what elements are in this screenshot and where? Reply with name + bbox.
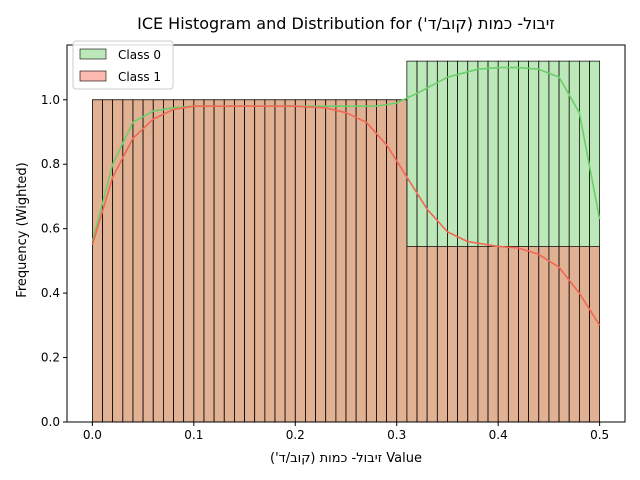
chart-title: ICE Histogram and Distribution for זיבול… (137, 14, 555, 33)
bar-class-1 (335, 99, 347, 423)
y-tick-label: 0.4 (41, 286, 60, 300)
x-axis-label: זיבול- כמות (קוב/ד') Value (270, 451, 422, 466)
x-tick-label: 0.5 (590, 428, 609, 442)
bar-class-1 (568, 246, 580, 423)
bar-class-1 (538, 246, 550, 423)
bar-class-1 (426, 246, 438, 423)
bar-class-1 (355, 99, 367, 423)
bar-class-1 (213, 99, 225, 423)
bar-class-1 (497, 246, 509, 423)
plot-frame (66, 44, 626, 423)
y-tick-label: 0.6 (41, 222, 60, 236)
legend-swatch-class-0 (79, 48, 107, 60)
y-axis-label: Frequency (Wighted) (15, 162, 30, 297)
bar-class-1 (518, 246, 529, 423)
bar-class-1 (203, 99, 215, 423)
bar-class-1 (548, 246, 560, 423)
bar-class-1 (305, 99, 316, 423)
bar-class-1 (447, 246, 458, 423)
bar-class-1 (244, 99, 256, 423)
bar-class-1 (193, 99, 205, 423)
bar-class-1 (234, 99, 245, 423)
legend-label-class-0: Class 0 (118, 48, 161, 62)
y-tick-label: 0.8 (41, 157, 60, 171)
bar-class-1 (507, 246, 519, 423)
legend-label-class-1: Class 1 (118, 70, 161, 84)
x-tick-label: 0.2 (286, 428, 305, 442)
bar-class-1 (467, 246, 479, 423)
bar-class-1 (132, 99, 144, 423)
bar-class-1 (315, 99, 327, 423)
bar-class-1 (406, 246, 418, 423)
bar-class-1 (325, 99, 337, 423)
bar-class-1 (589, 246, 600, 423)
x-tick-label: 0.1 (184, 428, 203, 442)
kde-line-class-1 (91, 105, 601, 326)
bar-class-1 (274, 99, 286, 423)
bar-class-1 (457, 246, 469, 423)
bar-class-1 (294, 99, 306, 423)
bar-class-1 (284, 99, 296, 423)
y-tick-label: 1.0 (41, 93, 60, 107)
bar-class-1 (477, 246, 489, 423)
bar-class-1 (436, 246, 448, 423)
bar-class-1 (254, 99, 266, 423)
bar-class-1 (152, 99, 164, 423)
bar-class-1 (223, 99, 235, 423)
x-tick-label: 0.3 (387, 428, 406, 442)
bar-class-1 (578, 246, 590, 423)
bar-class-1 (142, 99, 154, 423)
bar-class-1 (264, 99, 276, 423)
bar-class-1 (163, 99, 174, 423)
bar-class-1 (345, 99, 357, 423)
plot-area: 0.0 0.1 0.2 0.3 0.4 0.5 0.0 0.2 0.4 0.6 0.8 1.0 (41, 44, 626, 442)
bar-class-1 (528, 246, 540, 423)
bar-class-1 (365, 99, 377, 423)
legend-swatch-class-1 (79, 70, 107, 82)
x-tick-label: 0.4 (489, 428, 508, 442)
bar-class-1 (416, 246, 428, 423)
bar-class-1 (376, 99, 387, 423)
bar-class-1 (173, 99, 185, 423)
bar-class-1 (92, 99, 103, 423)
y-tick-label: 0.2 (41, 351, 60, 365)
bar-class-1 (396, 99, 408, 423)
bar-class-1 (102, 99, 114, 423)
legend: Class 0 Class 1 (72, 40, 174, 90)
x-tick-label: 0.0 (83, 428, 102, 442)
kde-line-class-0 (91, 66, 601, 242)
y-tick-label: 0.0 (41, 415, 60, 429)
bar-class-1 (487, 246, 499, 423)
bar-class-1 (183, 99, 195, 423)
